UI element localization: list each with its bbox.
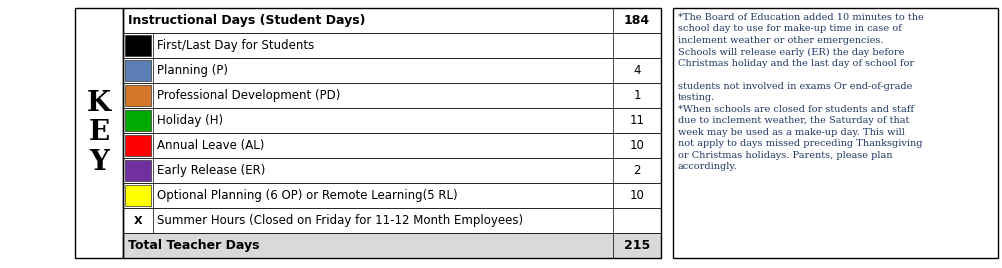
Text: Instructional Days (Student Days): Instructional Days (Student Days) — [128, 14, 365, 27]
Text: Holiday (H): Holiday (H) — [157, 114, 222, 127]
Text: Planning (P): Planning (P) — [157, 64, 227, 77]
Text: 4: 4 — [632, 64, 640, 77]
Bar — [125, 35, 151, 56]
Bar — [123, 83, 660, 108]
Text: Annual Leave (AL): Annual Leave (AL) — [157, 139, 265, 152]
Text: Total Teacher Days: Total Teacher Days — [128, 239, 260, 252]
Text: *The Board of Education added 10 minutes to the
school day to use for make-up ti: *The Board of Education added 10 minutes… — [677, 13, 923, 171]
Bar — [125, 135, 151, 156]
Bar — [123, 158, 660, 183]
Bar — [123, 33, 660, 58]
Text: Early Release (ER): Early Release (ER) — [157, 164, 266, 177]
Text: 11: 11 — [629, 114, 644, 127]
Text: 184: 184 — [623, 14, 649, 27]
Bar — [672, 8, 997, 258]
Bar — [123, 58, 660, 83]
Bar — [123, 133, 660, 158]
Bar — [125, 110, 151, 131]
Bar — [125, 185, 151, 206]
Bar — [125, 160, 151, 181]
Text: First/Last Day for Students: First/Last Day for Students — [157, 39, 314, 52]
Bar — [125, 60, 151, 81]
Text: 1: 1 — [632, 89, 640, 102]
Text: 215: 215 — [623, 239, 649, 252]
Text: Optional Planning (6 OP) or Remote Learning(5 RL): Optional Planning (6 OP) or Remote Learn… — [157, 189, 457, 202]
Bar — [123, 183, 660, 208]
Text: 2: 2 — [632, 164, 640, 177]
Bar — [123, 8, 660, 258]
Text: Summer Hours (Closed on Friday for 11-12 Month Employees): Summer Hours (Closed on Friday for 11-12… — [157, 214, 523, 227]
Bar — [123, 108, 660, 133]
Bar — [123, 233, 660, 258]
Bar — [123, 8, 660, 33]
Bar — [75, 8, 123, 258]
Text: Professional Development (PD): Professional Development (PD) — [157, 89, 340, 102]
Bar — [125, 85, 151, 106]
Text: X: X — [133, 215, 142, 225]
Text: K
E
Y: K E Y — [87, 90, 111, 176]
Text: 10: 10 — [629, 189, 644, 202]
Bar — [123, 208, 660, 233]
Text: 10: 10 — [629, 139, 644, 152]
